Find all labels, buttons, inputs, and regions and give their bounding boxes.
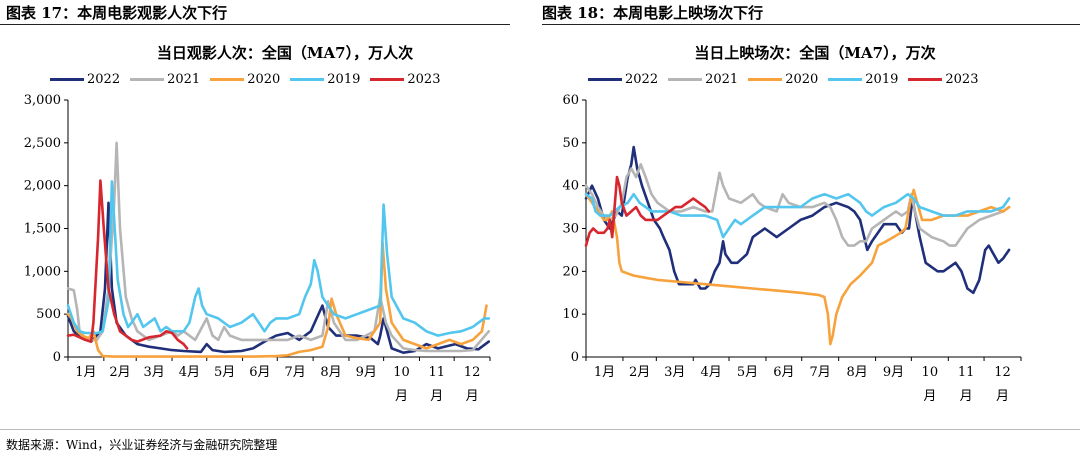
- y-tick-label: 10: [562, 307, 579, 322]
- legend-item-2021: 2021: [130, 72, 200, 87]
- series-line-2023: [66, 179, 189, 350]
- x-tick-label: 5月: [214, 365, 235, 380]
- legend-label: 2021: [167, 72, 201, 87]
- legend-label: 2019: [327, 72, 361, 87]
- source-note: 数据来源：Wind，兴业证券经济与金融研究院整理: [6, 438, 278, 452]
- legend-swatch: [748, 78, 783, 81]
- figure-17-title-rule: [0, 24, 510, 25]
- y-tick-label: 3,000: [24, 93, 61, 108]
- x-tick-label: 7月: [810, 365, 831, 380]
- y-tick-label: 30: [562, 222, 579, 237]
- y-tick-label: 40: [562, 179, 579, 194]
- series-line-2019: [584, 192, 1011, 239]
- footer-rule: [0, 429, 1080, 430]
- y-tick-label: 0: [53, 350, 61, 365]
- legend-label: 2019: [865, 72, 899, 87]
- legend-swatch: [210, 78, 245, 81]
- chart-17-plot: 0 500 1,000 1,500 2,000 2,500 3,000 1月 2月 3月 4月 5月 6…: [24, 93, 491, 404]
- x-tick-label: 6月: [773, 365, 794, 380]
- figure-18-title: 图表 18：本周电影上映场次下行: [542, 4, 764, 22]
- legend-label: 2020: [247, 72, 281, 87]
- figure-18-title-rule: [542, 24, 1080, 25]
- x-tick-label: 7月: [285, 365, 306, 380]
- x-tick-label: 2月: [109, 365, 130, 380]
- x-tick-label: 5月: [737, 365, 758, 380]
- chart-17-title: 当日观影人次：全国（MA7），万人次: [156, 44, 414, 62]
- legend-swatch: [50, 78, 84, 81]
- legend-item-2022: 2022: [588, 72, 658, 87]
- legend-swatch: [828, 78, 863, 81]
- legend-label: 2023: [945, 72, 979, 87]
- x-tick-label: 1月: [75, 365, 96, 380]
- chart-17-legend: 2022 2021 2020 2019 2023: [50, 72, 450, 87]
- y-tick-label: 2,500: [24, 136, 61, 151]
- series-line-2020: [66, 240, 488, 358]
- x-tick-label: 3月: [664, 365, 685, 380]
- legend-item-2022: 2022: [50, 72, 120, 87]
- legend-label: 2023: [407, 72, 441, 87]
- x-tick-label: 9月: [356, 365, 377, 380]
- x-tick-label: 2月: [629, 365, 650, 380]
- legend-item-2023: 2023: [370, 72, 440, 87]
- legend-item-2019: 2019: [828, 72, 898, 87]
- x-tick-label: 10: [922, 365, 939, 380]
- y-tick-label: 20: [562, 264, 579, 279]
- series-line-2019: [66, 180, 491, 337]
- legend-item-2020: 2020: [210, 72, 280, 87]
- series-line-2021: [584, 163, 1011, 247]
- y-tick-label: 1,500: [24, 222, 61, 237]
- chart-18-title: 当日上映场次：全国（MA7），万次: [694, 44, 936, 62]
- x-tick-label: 月: [466, 389, 479, 404]
- figure-17-title: 图表 17：本周电影观影人次下行: [6, 4, 228, 22]
- x-tick-label: 12: [464, 365, 481, 380]
- x-tick-label: 6月: [249, 365, 270, 380]
- legend-label: 2020: [785, 72, 819, 87]
- series-line-2022: [584, 145, 1011, 295]
- x-tick-label: 11: [429, 365, 446, 380]
- legend-swatch: [290, 78, 325, 81]
- series-line-2022: [66, 201, 491, 354]
- legend-swatch: [588, 78, 622, 81]
- chart-18-legend: 2022 2021 2020 2019 2023: [588, 72, 988, 87]
- x-tick-label: 8月: [846, 365, 867, 380]
- x-tick-label: 月: [430, 389, 443, 404]
- series-line-2020: [584, 188, 1011, 346]
- x-tick-label: 9月: [883, 365, 904, 380]
- x-tick-label: 1月: [594, 365, 615, 380]
- y-tick-label: 1,000: [24, 264, 61, 279]
- legend-swatch: [668, 78, 703, 81]
- x-tick-label: 8月: [320, 365, 341, 380]
- x-tick-label: 月: [923, 389, 936, 404]
- legend-item-2021: 2021: [668, 72, 738, 87]
- y-tick-label: 500: [36, 307, 61, 322]
- x-tick-label: 11: [958, 365, 975, 380]
- x-tick-label: 10: [393, 365, 410, 380]
- x-tick-label: 4月: [179, 365, 200, 380]
- x-tick-label: 12: [994, 365, 1011, 380]
- legend-label: 2022: [625, 72, 659, 87]
- legend-item-2019: 2019: [290, 72, 360, 87]
- y-tick-label: 60: [562, 93, 579, 108]
- x-tick-label: 3月: [143, 365, 164, 380]
- legend-swatch: [130, 78, 165, 81]
- x-tick-label: 月: [996, 389, 1009, 404]
- x-tick-label: 月: [395, 389, 408, 404]
- chart-18-plot: 0 10 20 30 40 50 60 1月 2月 3月 4月 5月 6月 7月 8月 9月 10 月 11 月 12 月: [562, 93, 1022, 404]
- legend-label: 2021: [705, 72, 739, 87]
- legend-label: 2022: [87, 72, 121, 87]
- legend-swatch: [908, 78, 943, 81]
- legend-item-2023: 2023: [908, 72, 978, 87]
- legend-swatch: [370, 78, 405, 81]
- y-tick-label: 2,000: [24, 179, 61, 194]
- x-tick-label: 月: [960, 389, 973, 404]
- legend-item-2020: 2020: [748, 72, 818, 87]
- y-tick-label: 0: [571, 350, 579, 365]
- series-line-2023: [584, 175, 711, 247]
- x-tick-label: 4月: [700, 365, 721, 380]
- y-tick-label: 50: [562, 136, 579, 151]
